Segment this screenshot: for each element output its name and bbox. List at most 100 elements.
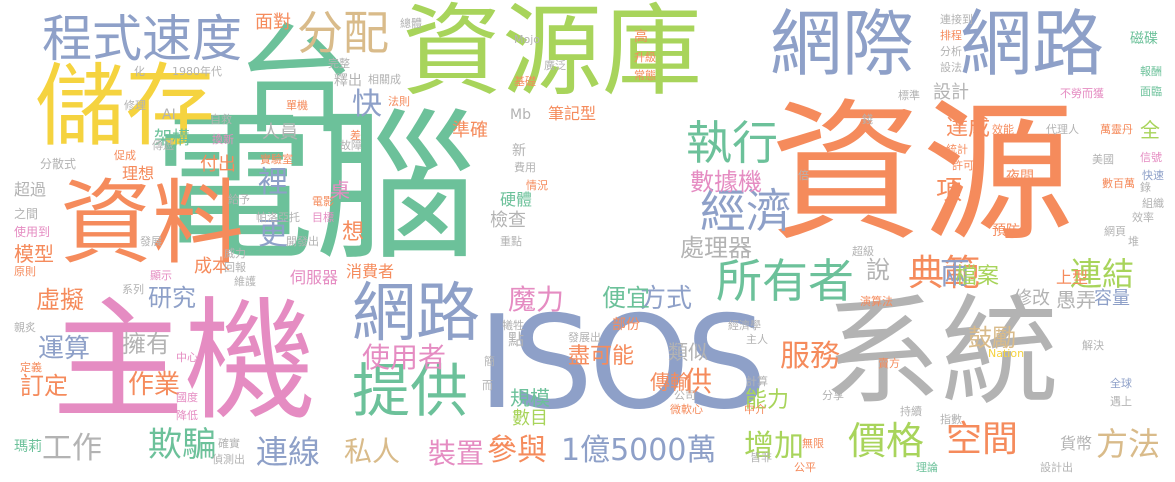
word: 發展 bbox=[140, 235, 162, 248]
word: 主人 bbox=[746, 333, 768, 346]
word: 代理人 bbox=[1046, 123, 1079, 136]
word: 定義 bbox=[20, 361, 42, 374]
word: 降低 bbox=[176, 409, 198, 422]
word: 效能 bbox=[992, 123, 1014, 136]
word: 筆記型 bbox=[548, 104, 597, 123]
word: 釋出 bbox=[334, 73, 362, 89]
word: 系列 bbox=[122, 283, 144, 296]
word: 方法 bbox=[1096, 425, 1161, 463]
word: 網頁 bbox=[1104, 225, 1126, 238]
word: 預防 bbox=[992, 223, 1020, 239]
word: 資源 bbox=[770, 85, 1074, 262]
word: 微軟心 bbox=[670, 403, 703, 416]
word: 設計 bbox=[933, 82, 969, 103]
word: 理想 bbox=[122, 164, 155, 183]
word: 盡可能 bbox=[568, 344, 635, 369]
word: 基礎 bbox=[514, 75, 536, 88]
word: 故障 bbox=[340, 139, 362, 152]
word: 維護 bbox=[234, 275, 256, 288]
word: 重點 bbox=[500, 235, 522, 248]
word: 鼓勵 bbox=[968, 324, 1016, 352]
word: 桌 bbox=[330, 178, 350, 202]
word: 賣方 bbox=[878, 357, 900, 370]
word: 信號 bbox=[1140, 151, 1162, 164]
word: 公平 bbox=[794, 461, 816, 474]
word: 執行 bbox=[686, 116, 778, 170]
word: 連線 bbox=[256, 433, 321, 471]
word: 發展出 bbox=[568, 331, 601, 344]
word: 電影 bbox=[312, 195, 334, 208]
word: 想 bbox=[342, 220, 365, 245]
word: 規模 bbox=[510, 386, 550, 410]
word: 組織 bbox=[1142, 197, 1164, 210]
word: 促成 bbox=[114, 149, 136, 162]
word: 1億5000萬 bbox=[561, 433, 717, 468]
word: 之間 bbox=[14, 207, 39, 221]
word: 連結 bbox=[1070, 255, 1135, 293]
word: 部份 bbox=[612, 317, 640, 333]
word: 模型 bbox=[14, 242, 54, 266]
word: 空間 bbox=[946, 419, 1019, 460]
word: 不勞而獲 bbox=[1060, 87, 1104, 100]
word: 增加 bbox=[744, 429, 804, 464]
word: 檔案 bbox=[955, 264, 1000, 289]
word: 提供 bbox=[352, 357, 469, 425]
word: 萬靈丹 bbox=[1100, 123, 1133, 136]
word: 快速 bbox=[1142, 169, 1164, 182]
word: 倍 bbox=[798, 169, 809, 182]
word: 服務 bbox=[780, 339, 840, 374]
word: 報酬 bbox=[1140, 65, 1162, 78]
word: 準確 bbox=[452, 120, 488, 141]
word: 系統 bbox=[823, 283, 1060, 421]
word: 超過 bbox=[14, 180, 47, 199]
word: 換新 bbox=[212, 133, 234, 146]
word: 參與 bbox=[487, 433, 547, 468]
word: Mojo bbox=[514, 33, 541, 46]
word: 確實 bbox=[218, 437, 240, 450]
word: 單機 bbox=[286, 99, 308, 112]
word: 處理器 bbox=[680, 234, 752, 262]
word: 高 bbox=[634, 29, 648, 45]
word: 數據機 bbox=[690, 168, 762, 196]
word: 自救 bbox=[210, 113, 232, 126]
word: 架構 bbox=[154, 128, 190, 149]
word: 作業 bbox=[128, 370, 181, 400]
word: 使用者 bbox=[362, 341, 447, 374]
word: 持續 bbox=[900, 405, 922, 418]
word: 運算 bbox=[38, 334, 91, 364]
word: 遇上 bbox=[1110, 395, 1132, 408]
word: 研究 bbox=[148, 284, 196, 312]
word: 程式 bbox=[42, 10, 142, 68]
word: 供 bbox=[684, 365, 713, 398]
word: 說 bbox=[866, 256, 890, 284]
word: 面對 bbox=[255, 12, 291, 33]
word: 網路 bbox=[960, 2, 1105, 86]
word: 速度 bbox=[142, 10, 242, 68]
word: 無限 bbox=[802, 437, 824, 450]
word: 計算 bbox=[746, 375, 768, 388]
word: 完整 bbox=[328, 57, 350, 70]
word: 成本 bbox=[194, 256, 230, 277]
word: 全 bbox=[1140, 118, 1160, 142]
word: 分析 bbox=[940, 45, 962, 58]
word: 更 bbox=[258, 217, 288, 252]
word: 國度 bbox=[176, 391, 198, 404]
word: 網路 bbox=[352, 277, 480, 351]
word: 磁碟 bbox=[1130, 31, 1158, 47]
word: 類似 bbox=[668, 340, 708, 364]
word: 費用 bbox=[514, 161, 536, 174]
word: 兩 bbox=[940, 257, 970, 292]
word: 伺服器 bbox=[290, 268, 339, 287]
word: 回報 bbox=[224, 261, 246, 274]
word: 中心 bbox=[176, 351, 198, 364]
word: 工作 bbox=[42, 431, 102, 466]
word: 化 bbox=[134, 65, 145, 78]
word: 傳遞 bbox=[152, 139, 174, 152]
word: 而 bbox=[482, 379, 493, 392]
word: 典範 bbox=[908, 253, 981, 294]
word: 目標 bbox=[312, 211, 334, 224]
word: 實驗室 bbox=[260, 153, 293, 166]
word: 瑪莉 bbox=[14, 439, 42, 455]
word: 法則 bbox=[388, 95, 410, 108]
